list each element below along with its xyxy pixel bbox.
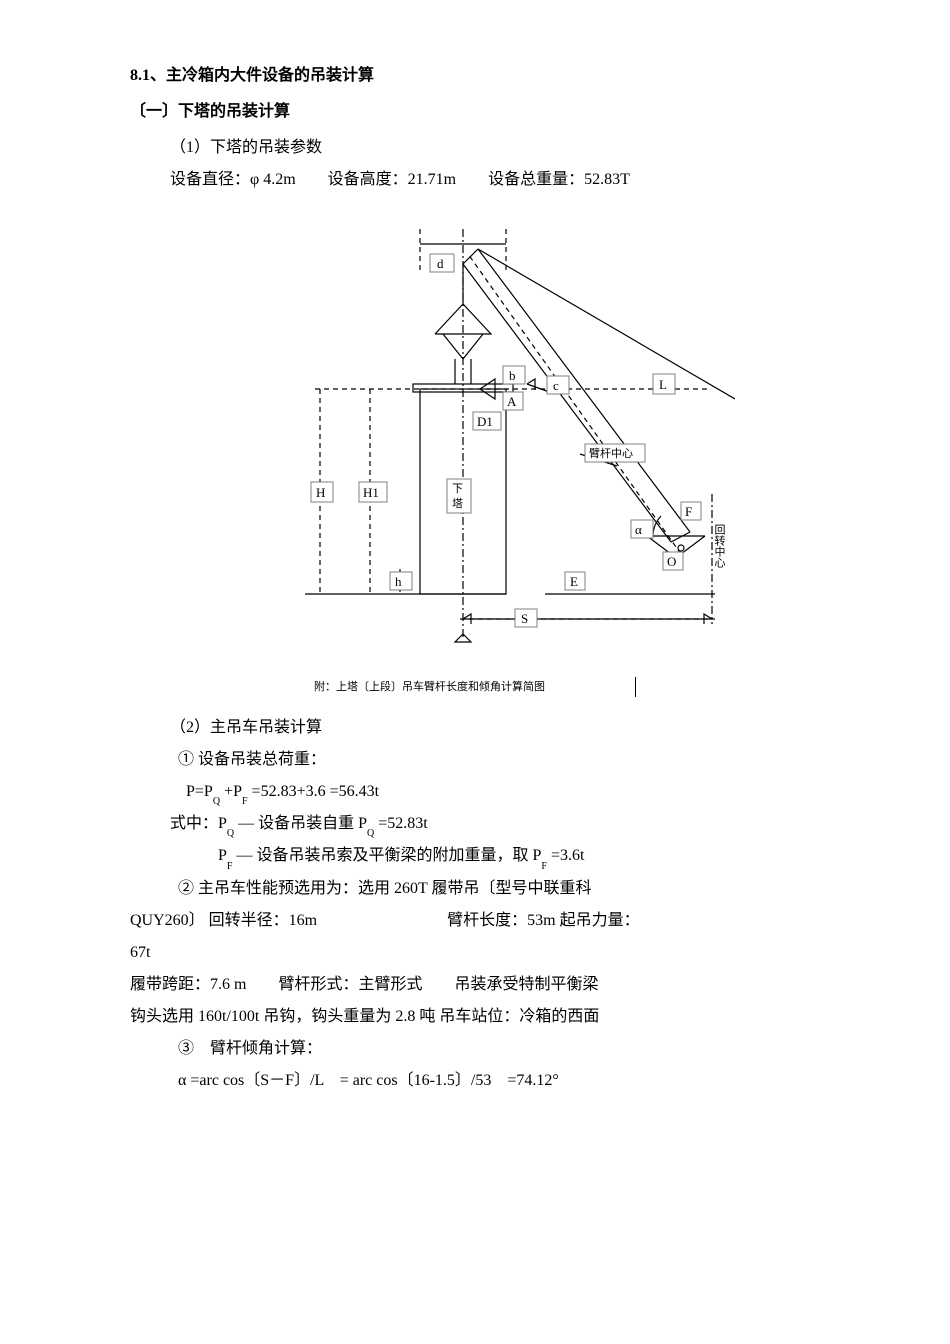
item-1: ① 设备吊装总荷重： — [130, 744, 820, 776]
label-A: A — [507, 394, 517, 409]
label-d: d — [437, 256, 444, 271]
formula-1: P=PQ +PF =52.83+3.6 =56.43t — [130, 776, 820, 808]
explain-2: PF — 设备吊装吊索及平衡梁的附加重量，取 PF =3.6t — [130, 840, 820, 872]
calc-title: （2）主吊车吊装计算 — [130, 712, 820, 744]
diagram-wrapper: d b A c L D1 臂杆中心 H — [130, 214, 820, 666]
formula-alpha: α =arc cos〔S－F〕/L = arc cos〔16-1.5〕/53 =… — [130, 1065, 820, 1097]
item-2b: QUY260〕 回转半径：16m臂杆长度：53m 起吊力量： — [130, 905, 820, 937]
param-title: （1）下塔的吊装参数 — [130, 132, 820, 164]
label-D1: D1 — [477, 414, 493, 429]
item-2e: 钩头选用 160t/100t 吊钩，钩头重量为 2.8 吨 吊车站位：冷箱的西面 — [130, 1001, 820, 1033]
label-alpha: α — [635, 522, 642, 537]
label-arm-center: 臂杆中心 — [589, 446, 633, 460]
crane-diagram: d b A c L D1 臂杆中心 H — [215, 214, 735, 654]
label-L: L — [659, 377, 667, 392]
label-H1: H1 — [363, 485, 379, 500]
item-3: ③ 臂杆倾角计算： — [130, 1033, 820, 1065]
param-values: 设备直径：φ 4.2m 设备高度：21.71m 设备总重量：52.83T — [130, 164, 820, 196]
explain-1: 式中：PQ — 设备吊装自重 PQ =52.83t — [130, 808, 820, 840]
section-heading-one: 〔一〕下塔的吊装计算 — [130, 96, 820, 128]
label-h: h — [395, 574, 402, 589]
label-F: F — [685, 504, 692, 519]
label-slew-center: 回转中心 — [713, 524, 726, 568]
label-S: S — [521, 611, 528, 626]
label-tower-1: 下 — [452, 483, 463, 495]
section-heading-8-1: 8.1、主冷箱内大件设备的吊装计算 — [130, 60, 820, 92]
diagram-caption: 附：上塔〔上段〕吊车臂杆长度和倾角计算简图 — [130, 676, 820, 698]
label-H: H — [316, 485, 325, 500]
text-cursor — [635, 677, 636, 697]
item-2a: ② 主吊车性能预选用为：选用 260T 履带吊〔型号中联重科 — [130, 873, 820, 905]
item-2d: 履带跨距：7.6 m 臂杆形式：主臂形式 吊装承受特制平衡梁 — [130, 969, 820, 1001]
label-O: O — [667, 554, 676, 569]
item-2c: 67t — [130, 937, 820, 969]
label-c: c — [553, 378, 559, 393]
label-E: E — [570, 574, 578, 589]
label-b: b — [509, 368, 516, 383]
label-tower-2: 塔 — [452, 497, 463, 510]
